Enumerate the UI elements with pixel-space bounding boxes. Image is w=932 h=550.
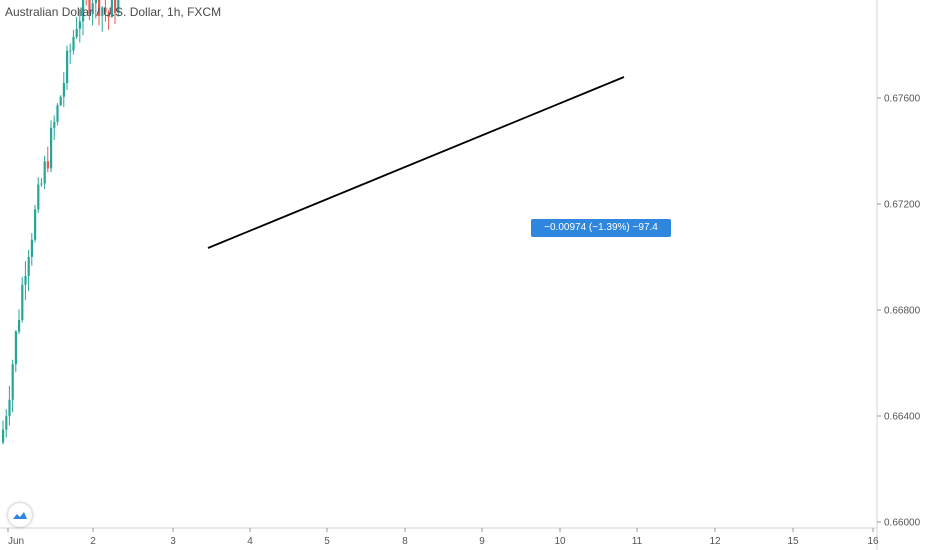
candle-body — [53, 121, 56, 128]
candle-body — [110, 0, 113, 18]
trendline — [207, 76, 625, 249]
candle-body — [114, 0, 117, 13]
time-tick-label: 3 — [170, 536, 176, 547]
candle-body — [107, 12, 110, 18]
candle-body — [101, 7, 104, 16]
candle-body — [78, 21, 81, 29]
candle-body — [43, 161, 46, 184]
time-tick-label: 15 — [787, 536, 799, 547]
candle-body — [94, 0, 97, 4]
time-tick-label: 9 — [479, 536, 485, 547]
candle-body — [40, 183, 43, 185]
candle-body — [82, 0, 85, 22]
candle-body — [62, 83, 65, 97]
price-tick-label: 0.66400 — [884, 412, 921, 423]
time-tick-label: 8 — [402, 536, 408, 547]
candle-body — [88, 0, 91, 15]
candle-body — [24, 275, 27, 285]
candle-body — [46, 161, 49, 169]
candle-body — [69, 50, 72, 52]
candle-body — [34, 209, 37, 240]
price-tick-label: 0.66000 — [884, 518, 921, 529]
candle-body — [30, 239, 33, 257]
candle-body — [56, 105, 59, 122]
time-tick-label: 16 — [867, 536, 879, 547]
price-tick-label: 0.66800 — [884, 306, 921, 317]
candle-body — [11, 364, 14, 400]
candle-body — [66, 50, 69, 84]
candle-body — [2, 429, 5, 443]
price-tick-label: 0.67600 — [884, 94, 921, 105]
tradingview-logo-button[interactable] — [8, 503, 32, 527]
candles-group — [2, 0, 120, 445]
candle-body — [104, 7, 107, 13]
time-tick-label: 12 — [709, 536, 721, 547]
candle-body — [75, 28, 78, 37]
candle-body — [91, 3, 94, 15]
candle-body — [37, 184, 40, 210]
time-tick-label: 10 — [554, 536, 566, 547]
candle-body — [59, 96, 62, 106]
candle-body — [117, 0, 120, 13]
symbol-title: Australian Dollar / U.S. Dollar, 1h, FXC… — [5, 5, 222, 19]
candle-body — [50, 127, 53, 169]
candle-body — [27, 256, 30, 276]
candle-body — [18, 319, 21, 332]
price-tick-label: 0.67200 — [884, 200, 921, 211]
candle-body — [8, 399, 11, 417]
time-tick-label: 2 — [90, 536, 96, 547]
cloud-logo-icon — [13, 512, 27, 519]
candle-body — [14, 331, 17, 365]
time-tick-label: 4 — [247, 536, 253, 547]
candle-body — [5, 416, 8, 430]
candle-body — [72, 36, 75, 51]
time-tick-label: Jun — [8, 536, 24, 547]
candle-body — [21, 284, 24, 320]
time-tick-label: 5 — [324, 536, 330, 547]
time-tick-label: 11 — [632, 536, 643, 547]
candle-body — [98, 0, 101, 16]
measure-label: −0.00974 (−1.39%) −97.4 — [531, 219, 671, 237]
